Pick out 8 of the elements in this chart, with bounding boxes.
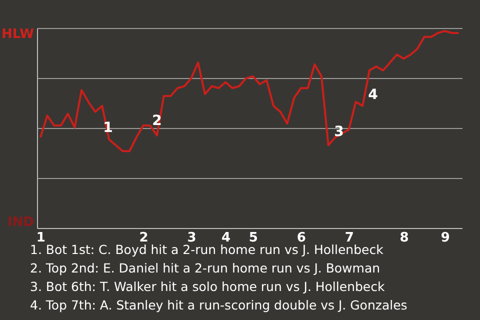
x-tick-label: 9 [440, 230, 450, 246]
text: 4. Top 7th: A. Stanley hit a run-scoring double vs J. Gonzales [30, 298, 408, 312]
annotation: 4 [368, 87, 378, 103]
x-tick-label: 8 [400, 230, 409, 246]
text: 3. Bot 6th: T. Walker hit a solo home run vs J. Hollenbeck [30, 279, 386, 294]
text: HLW [2, 27, 34, 42]
text: IND [7, 215, 34, 230]
text: 2. Top 2nd: E. Daniel hit a 2-run home run vs J. Bowman [30, 260, 380, 276]
